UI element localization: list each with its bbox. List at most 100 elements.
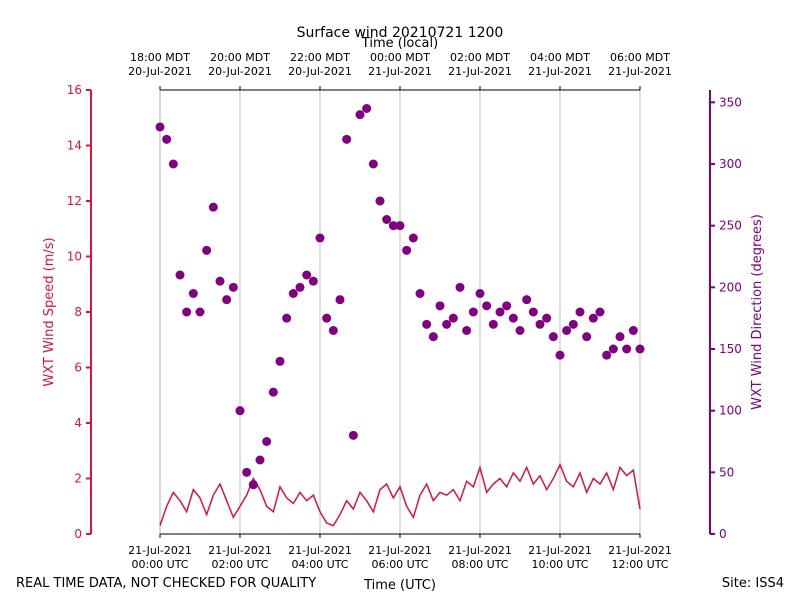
direction-point [315,233,325,243]
direction-point [442,319,452,329]
y-tick-label: 6 [74,361,82,375]
x-tick-label: 21-Jul-2021 00:00 UTC [128,544,192,571]
x2-tick-label: 20:00 MDT 20-Jul-2021 [208,51,272,78]
direction-point [255,455,265,465]
direction-point [222,295,232,305]
y-tick-label: 10 [67,250,82,264]
direction-point [215,276,225,286]
direction-point [362,104,372,113]
direction-point [182,307,192,317]
direction-point [428,332,438,342]
y-tick-label: 12 [67,194,82,208]
direction-point [508,313,518,323]
direction-point [235,406,245,416]
direction-point [422,319,432,329]
direction-point [242,467,252,477]
direction-point [502,301,512,311]
direction-point [262,437,272,446]
direction-point [435,301,445,311]
speed-line [159,462,641,527]
direction-point [162,134,172,144]
direction-point [622,344,632,354]
direction-point [582,332,592,342]
direction-point [402,245,412,255]
direction-point [475,289,485,298]
direction-point [342,134,352,144]
direction-point [628,326,638,335]
direction-point [595,307,605,317]
y-tick-label: 4 [74,416,82,430]
direction-point [322,313,332,323]
y2-tick-label: 250 [719,219,742,233]
x2-tick-label: 00:00 MDT 21-Jul-2021 [368,51,432,78]
direction-point [568,319,578,329]
direction-point [388,221,398,231]
direction-point [268,387,278,397]
y-tick-label: 0 [74,527,82,541]
x2-tick-label: 22:00 MDT 20-Jul-2021 [288,51,352,78]
direction-point [335,295,345,305]
direction-point [248,480,258,490]
direction-point [555,350,565,360]
direction-point [462,326,472,335]
direction-point [208,202,218,212]
direction-point [328,326,338,335]
x2-axis-title: Time (local) [361,36,438,51]
x-tick-label: 21-Jul-2021 06:00 UTC [368,544,432,571]
direction-point [635,344,645,354]
direction-point [482,301,492,311]
x2-tick-label: 18:00 MDT 20-Jul-2021 [128,51,192,78]
y2-tick-label: 0 [719,527,727,541]
direction-point [495,307,505,317]
y2-tick-label: 100 [719,404,742,418]
chart-title: Surface wind 20210721 1200 [297,25,504,41]
direction-point [602,350,612,360]
direction-point [415,289,425,298]
direction-point [548,332,558,342]
y-tick-label: 16 [67,83,82,97]
x2-tick-label: 06:00 MDT 21-Jul-2021 [608,51,672,78]
direction-point [308,276,318,286]
x-tick-label: 21-Jul-2021 02:00 UTC [208,544,272,571]
direction-point [522,295,532,305]
direction-point [302,270,312,280]
direction-point [575,307,585,317]
x2-tick-label: 04:00 MDT 21-Jul-2021 [528,51,592,78]
direction-point [288,289,298,298]
direction-point [535,319,545,329]
direction-point [515,326,525,335]
y2-tick-label: 50 [719,465,734,479]
y2-axis-title: WXT Wind Direction (degrees) [750,214,765,410]
y-tick-label: 2 [74,472,82,486]
footer-note: REAL TIME DATA, NOT CHECKED FOR QUALITY [16,576,316,591]
direction-point [368,159,378,169]
direction-point [168,159,178,169]
direction-point [375,196,385,206]
y2-tick-label: 350 [719,95,742,109]
direction-point [282,313,292,323]
direction-point [542,313,552,323]
y-tick-label: 14 [67,139,82,153]
direction-point [528,307,538,317]
direction-point [188,289,198,298]
direction-point [468,307,478,317]
direction-point [175,270,185,280]
direction-point [295,282,305,292]
direction-point [408,233,418,243]
direction-point [608,344,618,354]
direction-point [195,307,205,317]
direction-point [355,110,365,120]
direction-point [588,313,598,323]
footer-site: Site: ISS4 [722,576,784,591]
x-tick-label: 21-Jul-2021 10:00 UTC [528,544,592,571]
direction-point [562,326,572,335]
x-tick-label: 21-Jul-2021 04:00 UTC [288,544,352,571]
direction-point [448,313,458,323]
x2-tick-label: 02:00 MDT 21-Jul-2021 [448,51,512,78]
x-axis-title: Time (UTC) [363,578,436,593]
y2-tick-label: 200 [719,280,742,294]
direction-point [488,319,498,329]
direction-point [395,221,405,231]
